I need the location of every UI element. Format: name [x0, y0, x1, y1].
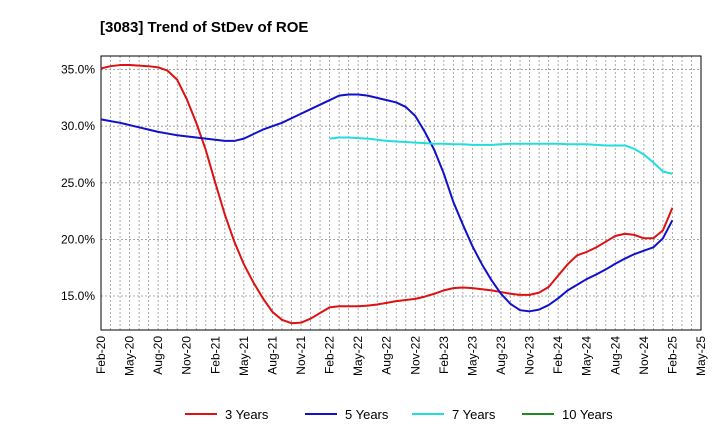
chart-title: [3083] Trend of StDev of ROE	[100, 19, 308, 36]
y-tick-label: 30.0%	[61, 119, 95, 133]
x-tick-label: May-21	[237, 336, 251, 376]
x-tick-label: Feb-22	[323, 336, 337, 374]
legend-label: 10 Years	[562, 407, 613, 422]
y-tick-label: 25.0%	[61, 176, 95, 190]
x-tick-label: Aug-23	[494, 336, 508, 375]
x-tick-label: May-25	[694, 336, 708, 376]
x-tick-label: Nov-24	[637, 336, 651, 375]
legend-label: 7 Years	[452, 407, 496, 422]
legend-item: 10 Years	[522, 407, 613, 422]
x-tick-label: Aug-20	[151, 336, 165, 375]
series-line-3-years	[100, 64, 674, 325]
x-tick-label: Nov-21	[294, 336, 308, 375]
legend-label: 5 Years	[345, 407, 389, 422]
x-tick-label: Feb-20	[94, 336, 108, 374]
x-tick-label: Nov-22	[408, 336, 422, 375]
x-tick-label: Feb-23	[437, 336, 451, 374]
series-line-7-years	[329, 136, 673, 175]
x-tick-label: Nov-20	[180, 336, 194, 375]
series-line-5-years	[100, 93, 674, 313]
x-tick-label: Aug-21	[265, 336, 279, 375]
y-tick-label: 15.0%	[61, 289, 95, 303]
plot-area	[100, 55, 702, 331]
legend-label: 3 Years	[225, 407, 269, 422]
x-tick-label: Feb-21	[208, 336, 222, 374]
legend-item: 3 Years	[185, 407, 269, 422]
x-tick-label: May-24	[580, 336, 594, 376]
y-tick-label: 35.0%	[61, 63, 95, 77]
x-tick-label: May-23	[465, 336, 479, 376]
x-tick-label: Aug-24	[608, 336, 622, 375]
x-tick-label: Aug-22	[380, 336, 394, 375]
y-tick-label: 20.0%	[61, 232, 95, 246]
x-tick-label: Feb-25	[665, 336, 679, 374]
x-tick-label: Nov-23	[523, 336, 537, 375]
x-tick-label: Feb-24	[551, 336, 565, 374]
x-tick-label: May-20	[123, 336, 137, 376]
x-tick-label: May-22	[351, 336, 365, 376]
legend-item: 7 Years	[412, 407, 496, 422]
legend-item: 5 Years	[305, 407, 389, 422]
